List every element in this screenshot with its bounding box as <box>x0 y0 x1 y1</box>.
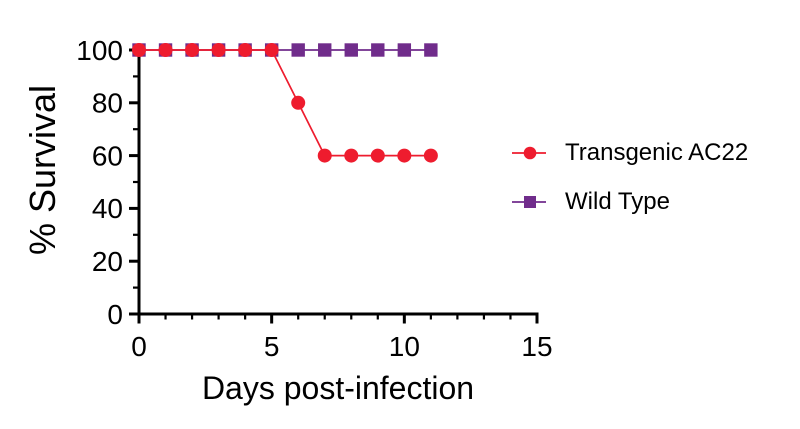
legend-item-transgenic-ac22: Transgenic AC22 <box>510 136 748 170</box>
legend-label-transgenic-ac22: Transgenic AC22 <box>565 139 749 166</box>
data-point-transgenic-ac22 <box>317 148 332 163</box>
legend-item-wild-type: Wild Type <box>510 185 748 219</box>
x-tick-label: 0 <box>131 331 147 362</box>
data-point-transgenic-ac22 <box>264 43 279 57</box>
legend: Transgenic AC22 Wild Type <box>510 136 748 219</box>
data-point-transgenic-ac22 <box>370 148 385 163</box>
data-point-transgenic-ac22 <box>211 43 226 57</box>
data-point-transgenic-ac22 <box>158 43 173 57</box>
y-axis-label: % Survival <box>22 84 63 256</box>
series-line-transgenic-ac22 <box>139 49 431 157</box>
red-circle-marker-icon <box>512 146 546 160</box>
data-point-wild-type <box>344 43 358 57</box>
x-tick-label: 15 <box>521 331 552 362</box>
y-tick-label: 20 <box>92 246 123 277</box>
data-point-transgenic-ac22 <box>291 95 306 110</box>
y-tick-label: 0 <box>107 299 123 330</box>
data-point-transgenic-ac22 <box>185 43 200 57</box>
data-point-wild-type <box>371 43 385 57</box>
y-tick-label: 80 <box>92 88 123 119</box>
y-tick-label: 100 <box>76 35 123 66</box>
x-axis-label: Days post-infection <box>201 370 475 406</box>
data-point-transgenic-ac22 <box>397 148 412 163</box>
data-point-transgenic-ac22 <box>132 43 146 57</box>
data-point-wild-type <box>318 43 332 57</box>
data-point-transgenic-ac22 <box>344 148 359 163</box>
y-tick-label: 60 <box>92 140 123 171</box>
data-point-wild-type <box>291 43 305 57</box>
x-tick-label: 5 <box>264 331 280 362</box>
legend-label-wild-type: Wild Type <box>565 188 670 215</box>
x-tick-label: 10 <box>389 331 420 362</box>
purple-square-marker-icon <box>512 196 546 208</box>
data-point-wild-type <box>397 43 412 57</box>
y-tick-label: 40 <box>92 193 123 224</box>
data-point-transgenic-ac22 <box>238 43 253 57</box>
data-point-wild-type <box>424 43 438 57</box>
data-point-transgenic-ac22 <box>423 148 438 163</box>
